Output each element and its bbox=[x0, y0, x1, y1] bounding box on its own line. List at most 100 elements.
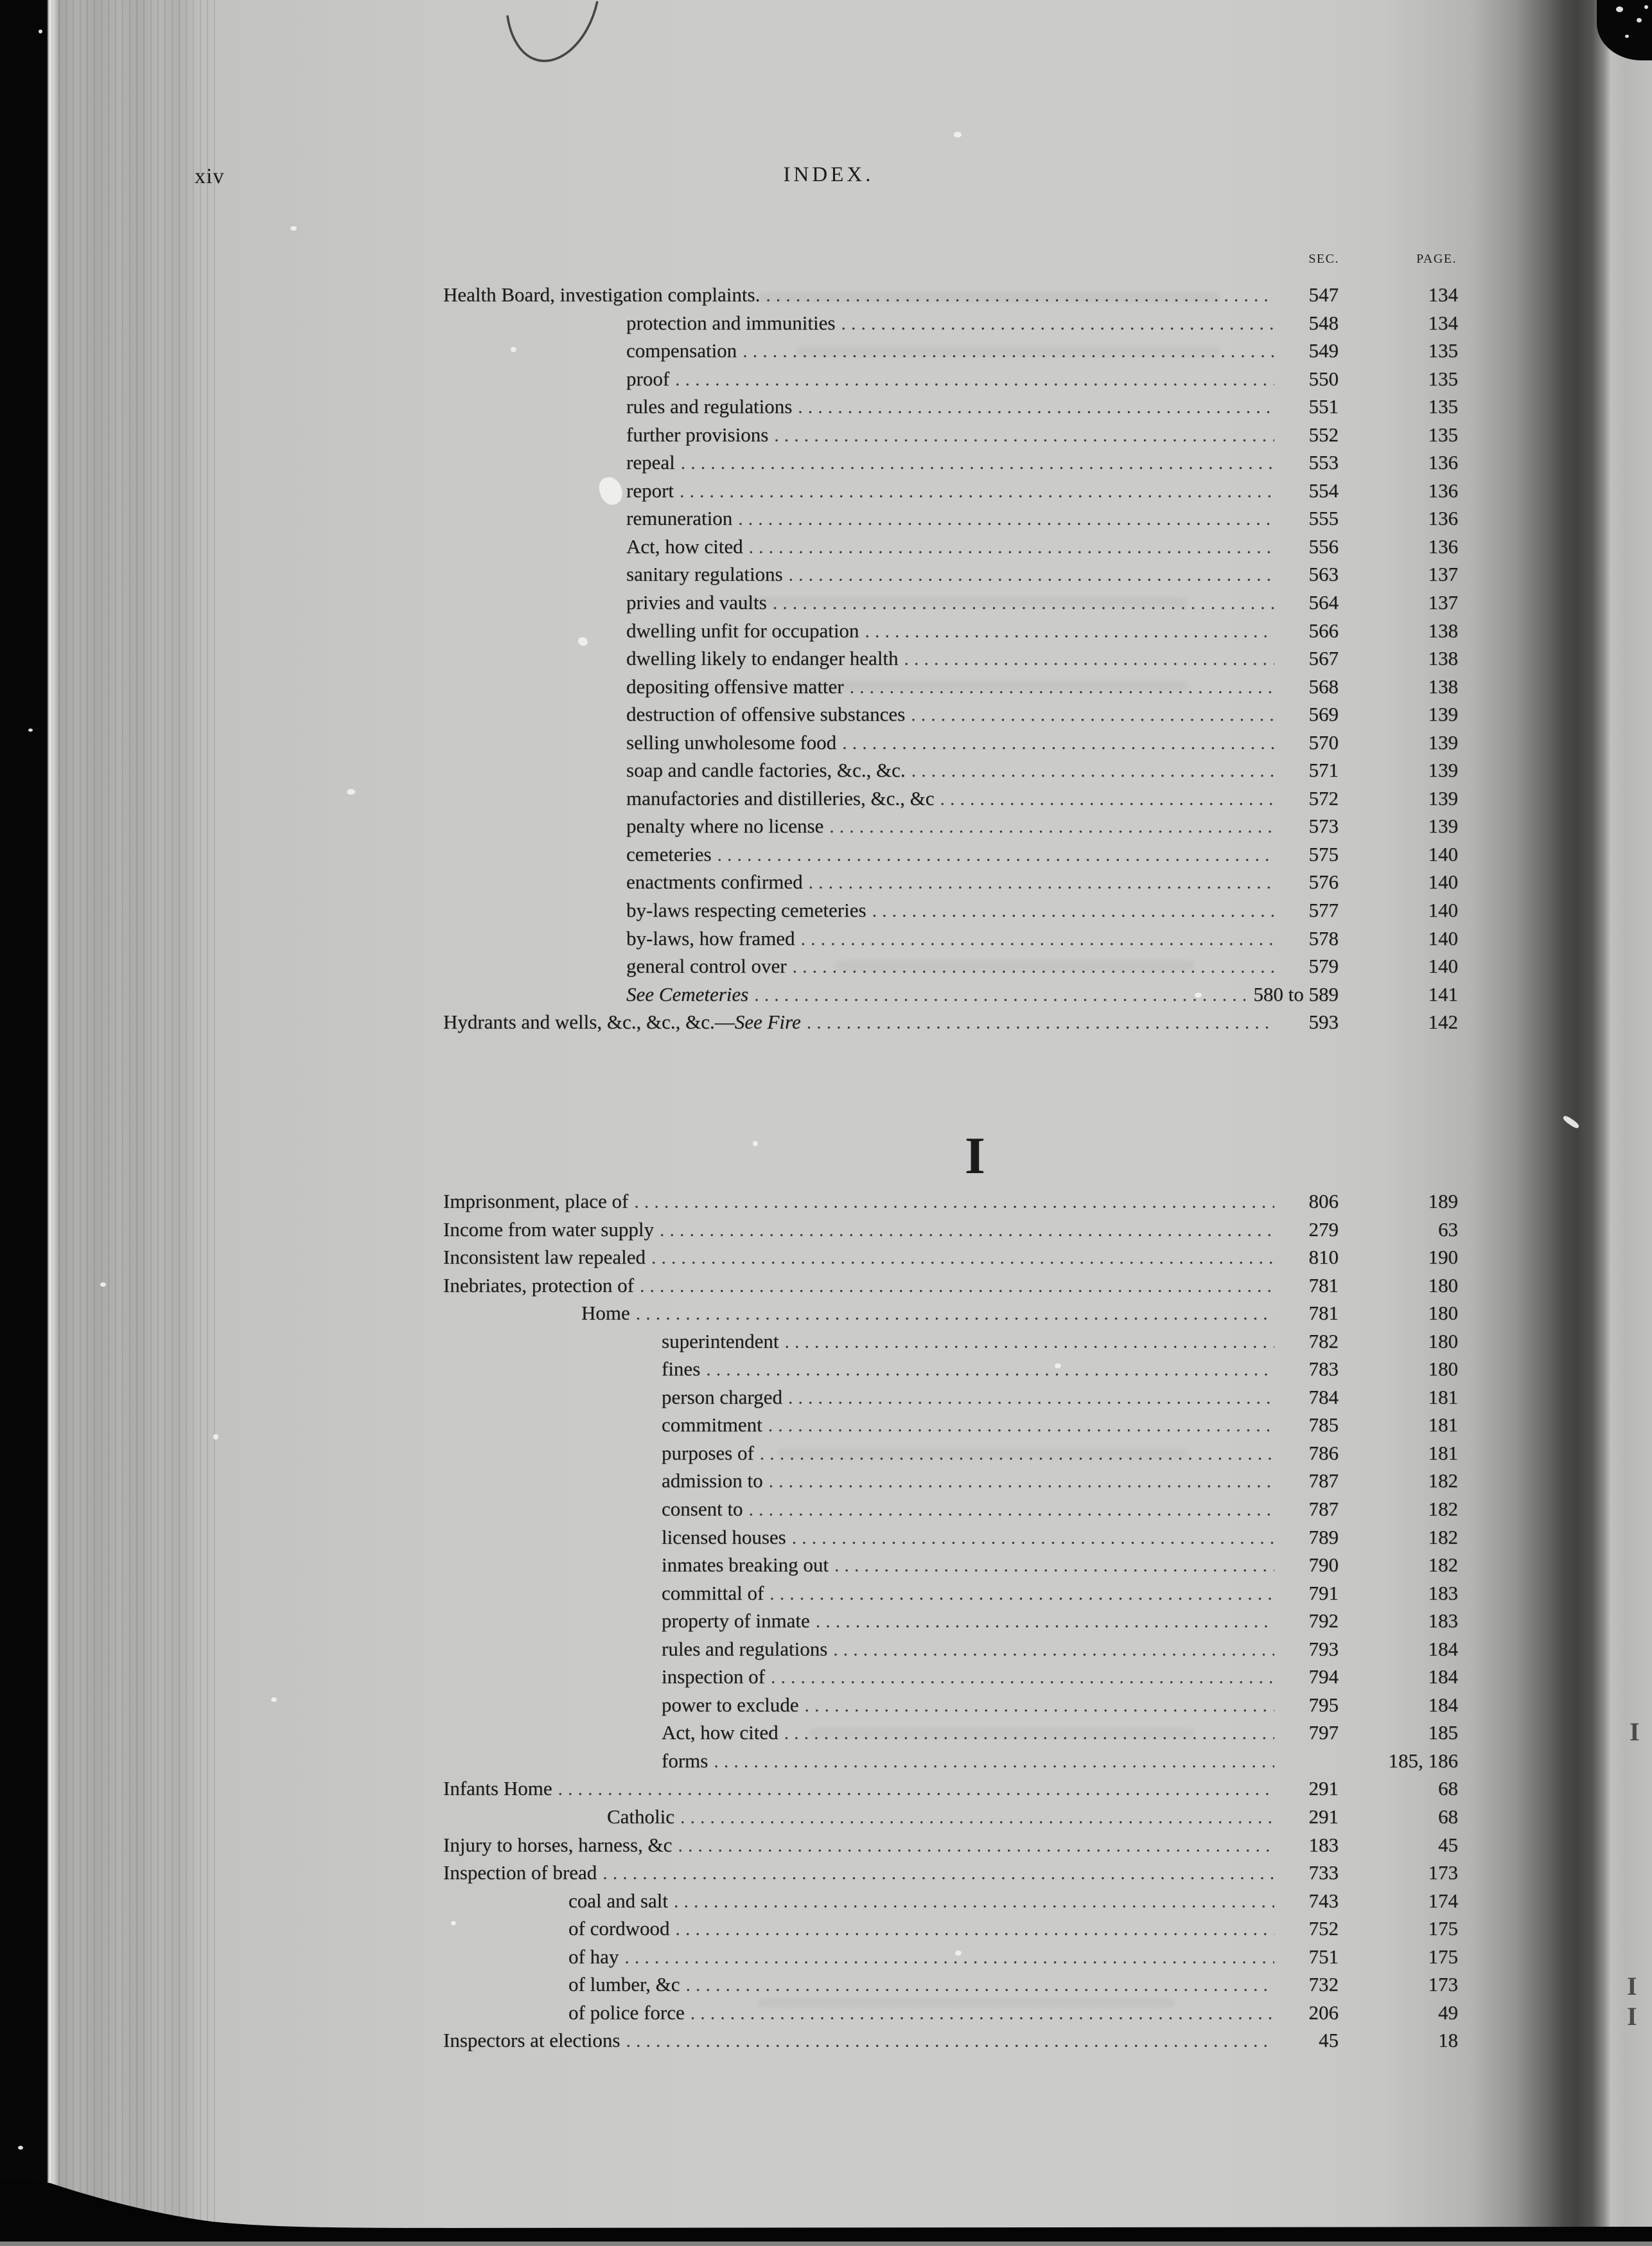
index-row: of cordwood 752 175 bbox=[443, 1914, 1458, 1943]
entry-label: Imprisonment, place of bbox=[443, 1190, 629, 1212]
entry-label: manufactories and distilleries, &c., &c bbox=[626, 786, 935, 809]
page-number: 173 bbox=[1428, 1973, 1459, 1996]
entry-label: repeal bbox=[626, 451, 675, 474]
entry-label: inspection of bbox=[662, 1665, 765, 1688]
page-number: 49 bbox=[1438, 2001, 1458, 2024]
section-number: 291 bbox=[1308, 1777, 1339, 1800]
index-row: inspection of 794 184 bbox=[443, 1663, 1458, 1691]
page-number: 180 bbox=[1428, 1357, 1459, 1381]
index-row: repeal 553 136 bbox=[443, 448, 1458, 477]
section-number: 45 bbox=[1319, 2029, 1339, 2052]
index-row: Act, how cited 556 136 bbox=[443, 533, 1458, 561]
index-row: Inspectors at elections 45 18 bbox=[443, 2026, 1458, 2055]
entry-label: commitment bbox=[662, 1413, 762, 1437]
section-number: 563 bbox=[1308, 563, 1339, 586]
page-number: 182 bbox=[1428, 1553, 1459, 1577]
dotted-leader bbox=[628, 1187, 1274, 1216]
facing-page-bleed-letter: I bbox=[1627, 1972, 1637, 2001]
section-number: 752 bbox=[1308, 1917, 1339, 1940]
entry-label: forms bbox=[662, 1749, 708, 1772]
index-row: report 554 136 bbox=[443, 477, 1458, 505]
dust-speck bbox=[1195, 993, 1202, 998]
dotted-leader bbox=[708, 1747, 1274, 1776]
dotted-leader bbox=[620, 2026, 1274, 2055]
dotted-leader bbox=[760, 281, 1274, 310]
dust-speck bbox=[28, 729, 33, 732]
section-number: 781 bbox=[1308, 1302, 1339, 1325]
index-row: committal of 791 183 bbox=[443, 1579, 1458, 1607]
dotted-leader bbox=[654, 1216, 1274, 1244]
page-number: 181 bbox=[1428, 1413, 1459, 1437]
dotted-leader bbox=[787, 952, 1274, 981]
index-row: enactments confirmed 576 140 bbox=[443, 868, 1458, 896]
page-number: 175 bbox=[1428, 1917, 1459, 1940]
page-number: 190 bbox=[1428, 1246, 1459, 1269]
index-row: coal and salt 743 174 bbox=[443, 1887, 1458, 1915]
entry-label: proof bbox=[626, 367, 670, 390]
index-row: Hydrants and wells, &c., &c., &c.—See Fi… bbox=[443, 1008, 1458, 1036]
page-number: 45 bbox=[1438, 1833, 1458, 1856]
index-row: Inebriates, protection of 781 180 bbox=[443, 1271, 1458, 1300]
index-row: Imprisonment, place of 806 189 bbox=[443, 1187, 1458, 1216]
entry-label: See Cemeteries bbox=[626, 982, 749, 1005]
section-number: 784 bbox=[1308, 1385, 1339, 1408]
section-number: 791 bbox=[1308, 1581, 1339, 1604]
page-number: 63 bbox=[1438, 1217, 1458, 1241]
section-number: 570 bbox=[1308, 730, 1339, 754]
dotted-leader bbox=[743, 533, 1274, 562]
entry-label: selling unwholesome food bbox=[626, 730, 837, 754]
section-number: 789 bbox=[1308, 1525, 1339, 1548]
dotted-leader bbox=[795, 924, 1274, 953]
page-number: 184 bbox=[1428, 1637, 1459, 1660]
index-row: protection and immunities 548 134 bbox=[443, 309, 1458, 337]
section-number: 183 bbox=[1308, 1833, 1339, 1856]
section-number: 795 bbox=[1308, 1693, 1339, 1716]
folio-number: xiv bbox=[195, 164, 225, 188]
dust-speck bbox=[511, 347, 516, 352]
scanner-bed-strip bbox=[0, 2242, 1652, 2246]
section-letter-heading: I bbox=[965, 1126, 985, 1185]
entry-label: admission to bbox=[662, 1469, 763, 1492]
index-row: See Cemeteries 580 to 589 141 bbox=[443, 980, 1458, 1009]
entry-label: depositing offensive matter bbox=[626, 675, 844, 698]
entry-label: general control over bbox=[626, 955, 787, 978]
page-title: INDEX. bbox=[783, 163, 874, 186]
page-number: 138 bbox=[1428, 647, 1459, 670]
page-number: 138 bbox=[1428, 619, 1459, 642]
page-number: 136 bbox=[1428, 507, 1459, 530]
section-number: 806 bbox=[1308, 1190, 1339, 1212]
page-number: 139 bbox=[1428, 759, 1459, 782]
page-number: 181 bbox=[1428, 1385, 1459, 1408]
page-number: 140 bbox=[1428, 871, 1459, 894]
section-number: 547 bbox=[1308, 283, 1339, 306]
dotted-leader bbox=[675, 448, 1274, 477]
index-row: cemeteries 575 140 bbox=[443, 840, 1458, 869]
page-number: 184 bbox=[1428, 1693, 1459, 1716]
dust-speck bbox=[18, 2146, 23, 2150]
entry-label: Income from water supply bbox=[443, 1217, 654, 1241]
index-row: selling unwholesome food 570 139 bbox=[443, 729, 1458, 757]
entry-label: cemeteries bbox=[626, 842, 712, 865]
dotted-leader bbox=[672, 1831, 1274, 1860]
index-row: dwelling likely to endanger health 567 138 bbox=[443, 644, 1458, 673]
page-edge-stack bbox=[51, 0, 217, 2246]
dust-speck bbox=[100, 1282, 106, 1287]
index-block-i: Imprisonment, place of 806 189 Income from … bbox=[443, 1187, 1458, 2055]
dotted-leader bbox=[905, 700, 1274, 729]
entry-label: soap and candle factories, &c., &c. bbox=[626, 759, 906, 782]
entry-label: licensed houses bbox=[662, 1525, 786, 1548]
entry-label: compensation bbox=[626, 339, 737, 362]
page-number: 136 bbox=[1428, 479, 1459, 502]
page-number: 173 bbox=[1428, 1861, 1459, 1884]
page-number: 141 bbox=[1428, 982, 1459, 1005]
page-number: 134 bbox=[1428, 311, 1459, 334]
dotted-leader bbox=[670, 1914, 1274, 1943]
page-number: 137 bbox=[1428, 591, 1459, 614]
entry-label: Hydrants and wells, &c., &c., &c.—See Fi… bbox=[443, 1011, 801, 1034]
index-row: inmates breaking out 790 182 bbox=[443, 1551, 1458, 1579]
dust-speck bbox=[1625, 35, 1629, 38]
dotted-leader bbox=[803, 868, 1274, 897]
index-row: manufactories and distilleries, &c., &c 5… bbox=[443, 784, 1458, 813]
section-number: 578 bbox=[1308, 926, 1339, 950]
dust-speck bbox=[271, 1697, 277, 1702]
